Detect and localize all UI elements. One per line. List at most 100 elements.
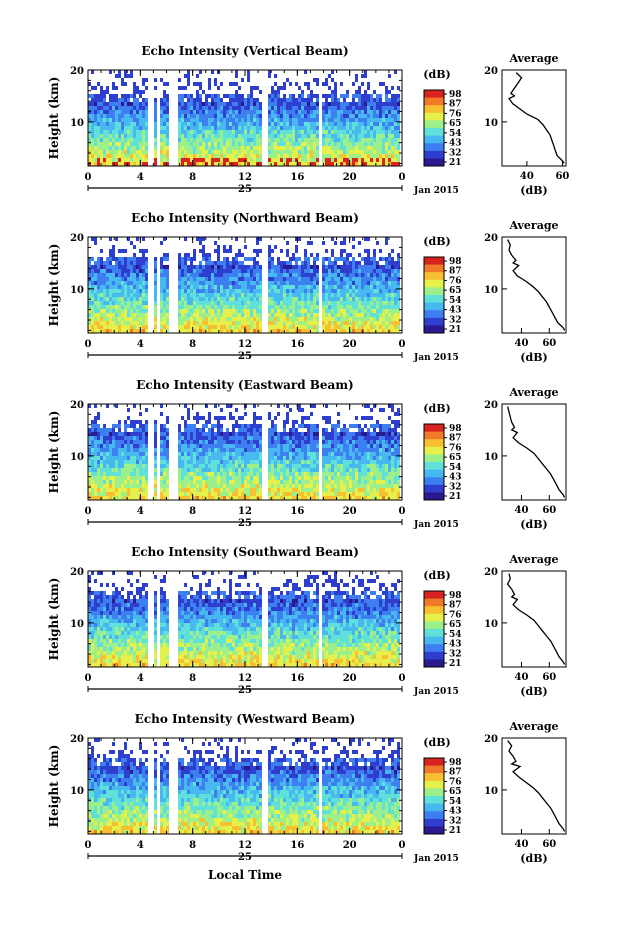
- heatmap-cell: [124, 329, 127, 333]
- heatmap-cell: [163, 257, 166, 261]
- heatmap-cell: [184, 130, 187, 134]
- heatmap-cell: [322, 94, 325, 98]
- heatmap-cell: [199, 309, 202, 313]
- heatmap-cell: [106, 289, 109, 293]
- heatmap-cell: [361, 134, 364, 138]
- heatmap-cell: [295, 261, 298, 265]
- heatmap-cell: [367, 146, 370, 150]
- heatmap-cell: [370, 313, 373, 317]
- heatmap-cell: [196, 484, 199, 488]
- heatmap-cell: [94, 162, 97, 166]
- heatmap-cell: [136, 420, 139, 424]
- heatmap-cell: [397, 106, 400, 110]
- heatmap-cell: [193, 122, 196, 126]
- heatmap-cell: [322, 138, 325, 142]
- heatmap-cell: [130, 162, 133, 166]
- heatmap-cell: [238, 313, 241, 317]
- heatmap-cell: [127, 301, 130, 305]
- heatmap-cell: [112, 492, 115, 496]
- heatmap-cell: [349, 309, 352, 313]
- heatmap-cell: [127, 436, 130, 440]
- heatmap-cell: [109, 297, 112, 301]
- heatmap-cell: [376, 98, 379, 102]
- heatmap-cell: [271, 162, 274, 166]
- heatmap-cell: [187, 492, 190, 496]
- heatmap-cell: [295, 146, 298, 150]
- heatmap-cell: [139, 269, 142, 273]
- heatmap-cell: [187, 456, 190, 460]
- heatmap-cell: [316, 301, 319, 305]
- heatmap-cell: [199, 94, 202, 98]
- heatmap-cell: [385, 301, 388, 305]
- heatmap-cell: [127, 488, 130, 492]
- heatmap-cell: [208, 460, 211, 464]
- heatmap-cell: [337, 106, 340, 110]
- heatmap-cell: [91, 158, 94, 162]
- colorbar-segment: [424, 329, 444, 332]
- heatmap-cell: [295, 281, 298, 285]
- heatmap-cell: [352, 126, 355, 130]
- heatmap-cell: [370, 273, 373, 277]
- heatmap-cell: [136, 492, 139, 496]
- heatmap-cell: [388, 102, 391, 106]
- heatmap-cell: [241, 301, 244, 305]
- heatmap-cell: [118, 456, 121, 460]
- heatmap-cell: [313, 265, 316, 269]
- colorbar-segment: [424, 91, 444, 95]
- heatmap-cell: [196, 110, 199, 114]
- heatmap-cell: [301, 146, 304, 150]
- heatmap-cell: [187, 281, 190, 285]
- heatmap-cell: [292, 142, 295, 146]
- heatmap-cell: [364, 261, 367, 265]
- heatmap-cell: [154, 420, 157, 424]
- heatmap-cell: [187, 98, 190, 102]
- heatmap-cell: [352, 114, 355, 118]
- heatmap-cell: [286, 98, 289, 102]
- heatmap-cell: [178, 78, 181, 82]
- heatmap-cell: [130, 118, 133, 122]
- heatmap-cell: [166, 118, 169, 122]
- heatmap-cell: [307, 285, 310, 289]
- heatmap-cell: [379, 118, 382, 122]
- heatmap-cell: [214, 285, 217, 289]
- heatmap-cell: [118, 424, 121, 428]
- heatmap-cell: [166, 472, 169, 476]
- heatmap-cell: [247, 273, 250, 277]
- heatmap-cell: [109, 146, 112, 150]
- heatmap-cell: [121, 162, 124, 166]
- heatmap-cell: [337, 273, 340, 277]
- heatmap-cell: [325, 154, 328, 158]
- heatmap-cell: [313, 273, 316, 277]
- heatmap-cell: [289, 285, 292, 289]
- heatmap-cell: [112, 301, 115, 305]
- heatmap-cell: [331, 150, 334, 154]
- heatmap-cell: [313, 118, 316, 122]
- heatmap-cell: [280, 325, 283, 329]
- heatmap-cell: [325, 94, 328, 98]
- heatmap-cell: [382, 305, 385, 309]
- heatmap-cell: [133, 436, 136, 440]
- heatmap-cell: [307, 138, 310, 142]
- heatmap-cell: [385, 98, 388, 102]
- heatmap-cell: [223, 456, 226, 460]
- heatmap-cell: [115, 460, 118, 464]
- heatmap-cell: [364, 325, 367, 329]
- heatmap-cell: [160, 134, 163, 138]
- heatmap-cell: [196, 94, 199, 98]
- heatmap-cell: [163, 424, 166, 428]
- heatmap-cell: [103, 468, 106, 472]
- heatmap-cell: [142, 90, 145, 94]
- heatmap-cell: [166, 126, 169, 130]
- heatmap-cell: [190, 257, 193, 261]
- heatmap-cell: [334, 321, 337, 325]
- heatmap-cell: [184, 424, 187, 428]
- heatmap-cell: [118, 285, 121, 289]
- heatmap-cell: [211, 126, 214, 130]
- heatmap-cell: [199, 138, 202, 142]
- heatmap-cell: [199, 285, 202, 289]
- heatmap-cell: [388, 134, 391, 138]
- heatmap-cell: [343, 305, 346, 309]
- heatmap-cell: [394, 158, 397, 162]
- heatmap-cell: [97, 476, 100, 480]
